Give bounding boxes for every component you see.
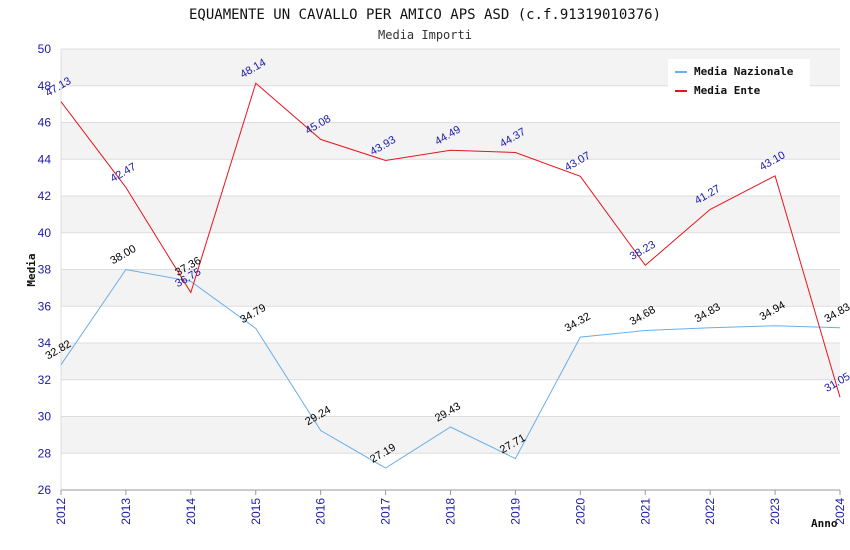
x-axis-title: Anno [811, 517, 838, 530]
legend-box [668, 59, 810, 101]
y-tick-label: 28 [38, 446, 52, 460]
x-tick-label: 2018 [444, 498, 458, 525]
legend-label-media-nazionale: Media Nazionale [694, 65, 794, 78]
grid-bands [61, 49, 840, 490]
x-tick-label: 2021 [638, 498, 652, 525]
chart-subtitle: Media Importi [378, 28, 472, 42]
x-tick-label: 2013 [119, 498, 133, 525]
grid-band [61, 122, 840, 160]
grid-band [61, 379, 840, 417]
x-tick-label: 2020 [573, 498, 587, 525]
grid-band [61, 343, 840, 380]
x-tick-label: 2023 [768, 498, 782, 525]
legend-label-media-ente: Media Ente [694, 84, 761, 97]
grid-band [61, 269, 840, 307]
y-tick-label: 34 [38, 336, 52, 350]
x-tick-label: 2015 [249, 498, 263, 525]
series-lines [60, 82, 841, 469]
grid-band [61, 159, 840, 196]
y-tick-label: 30 [38, 410, 52, 424]
x-tick-label: 2017 [379, 498, 393, 525]
y-tick-label: 48 [38, 79, 52, 93]
y-tick-label: 32 [38, 373, 52, 387]
grid-band [61, 453, 840, 490]
series-line-1 [60, 82, 841, 398]
x-tick-label: 2022 [703, 498, 717, 525]
x-axis-ticks: 2012 2013 2014 2015 2016 2017 2018 2019 2020 2021… [54, 490, 847, 525]
x-tick-label: 2019 [508, 498, 522, 525]
y-tick-label: 26 [38, 483, 52, 497]
chart-title: EQUAMENTE UN CAVALLO PER AMICO APS ASD (… [189, 7, 661, 23]
y-tick-label: 42 [38, 189, 52, 203]
y-tick-label: 46 [38, 116, 52, 130]
y-tick-label: 50 [38, 42, 52, 56]
y-axis-ticks: 26 28 30 32 34 36 38 40 42 44 46 48 50 [38, 42, 52, 497]
x-tick-label: 2016 [314, 498, 328, 525]
series-line-0 [60, 268, 841, 469]
grid-band [61, 306, 840, 343]
y-tick-label: 44 [38, 152, 52, 166]
grid-band [61, 196, 840, 233]
y-axis-title: Media [25, 253, 38, 286]
y-tick-label: 40 [38, 226, 52, 240]
grid-band [61, 232, 840, 270]
y-tick-label: 38 [38, 263, 52, 277]
legend: Media Nazionale Media Ente [668, 59, 810, 101]
y-tick-label: 36 [38, 299, 52, 313]
x-tick-label: 2012 [54, 498, 68, 525]
grid-band [61, 416, 840, 454]
x-tick-label: 2014 [184, 498, 198, 525]
x-tick-label: 2024 [833, 498, 847, 525]
